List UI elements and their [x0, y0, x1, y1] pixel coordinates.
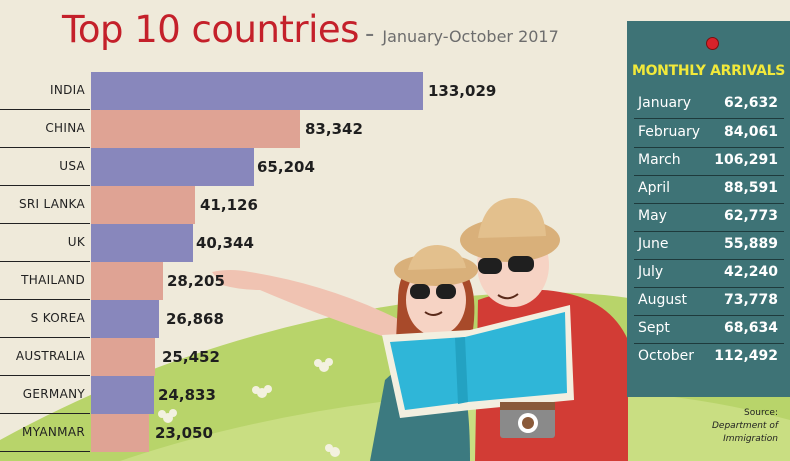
bar-value: 28,205: [167, 272, 225, 290]
bar-row-myanmar: MYANMAR 23,050: [0, 414, 460, 452]
month-name: October: [638, 348, 695, 364]
chart-title: Top 10 countries - January-October 2017: [62, 8, 559, 51]
row-divider: [0, 185, 90, 186]
month-name: May: [638, 208, 667, 224]
bar-usa: [91, 148, 254, 186]
bar-label: GERMANY: [22, 387, 85, 401]
month-row: April 88,591: [634, 175, 784, 204]
bar-value: 24,833: [158, 386, 216, 404]
bar-row-uk: UK 40,344: [0, 224, 460, 262]
bar-row-india: INDIA 133,029: [0, 72, 496, 110]
month-value: 112,492: [714, 348, 778, 364]
month-name: August: [638, 292, 687, 308]
bar-label: THAILAND: [21, 273, 85, 287]
month-value: 88,591: [723, 180, 778, 196]
month-value: 42,240: [723, 264, 778, 280]
row-divider: [0, 375, 90, 376]
bar-value: 41,126: [200, 196, 258, 214]
bar-row-germany: GERMANY 24,833: [0, 376, 460, 414]
bar-row-usa: USA 65,204: [0, 148, 460, 186]
bar-sri-lanka: [91, 186, 195, 224]
month-value: 106,291: [714, 152, 778, 168]
row-divider: [0, 261, 90, 262]
source-label: Source:: [744, 408, 778, 418]
bar-value: 133,029: [428, 82, 497, 100]
month-name: April: [638, 180, 670, 196]
bar-row-sri-lanka: SRI LANKA 41,126: [0, 186, 460, 224]
title-main: Top 10 countries: [62, 8, 359, 51]
bar-row-thailand: THAILAND 28,205: [0, 262, 460, 300]
title-separator: -: [364, 19, 375, 49]
bar-label: USA: [59, 159, 85, 173]
bar-value: 83,342: [305, 120, 363, 138]
bar-label: INDIA: [49, 83, 85, 97]
source-line1: Department of: [712, 421, 778, 431]
bar-myanmar: [91, 414, 149, 452]
bar-thailand: [91, 262, 163, 300]
bar-row-s-korea: S KOREA 26,868: [0, 300, 460, 338]
month-row: March 106,291: [634, 147, 784, 176]
month-row: January 62,632: [634, 90, 784, 119]
bar-value: 40,344: [196, 234, 254, 252]
month-row: February 84,061: [634, 119, 784, 148]
month-value: 68,634: [723, 320, 778, 336]
bar-value: 26,868: [166, 310, 224, 328]
bar-uk: [91, 224, 193, 262]
row-divider: [0, 299, 90, 300]
month-row: October 112,492: [634, 343, 784, 371]
month-value: 73,778: [723, 292, 778, 308]
month-value: 62,773: [723, 208, 778, 224]
month-name: Sept: [638, 320, 670, 336]
bar-china: [91, 110, 300, 148]
bar-label: MYANMAR: [22, 425, 85, 439]
bar-label: UK: [67, 235, 85, 249]
month-row: June 55,889: [634, 231, 784, 260]
month-name: July: [638, 264, 664, 280]
bar-label: SRI LANKA: [18, 197, 85, 211]
bar-label: S KOREA: [30, 311, 85, 325]
row-divider: [0, 413, 90, 414]
row-divider: [0, 147, 90, 148]
title-subtitle: January-October 2017: [382, 27, 559, 46]
monthly-arrivals-panel: MONTHLY ARRIVALS January 62,632 February…: [627, 21, 790, 397]
bar-label: CHINA: [45, 121, 85, 135]
bar-india: [91, 72, 423, 110]
month-value: 55,889: [723, 236, 778, 252]
row-divider: [0, 223, 90, 224]
month-row: July 42,240: [634, 259, 784, 288]
month-value: 62,632: [723, 95, 778, 111]
source-line2: Immigration: [723, 434, 778, 444]
month-row: Sept 68,634: [634, 315, 784, 344]
bar-value: 65,204: [257, 158, 315, 176]
bar-row-australia: AUSTRALIA 25,452: [0, 338, 460, 376]
month-name: February: [638, 124, 701, 140]
source-note: Source: Department of Immigration: [712, 407, 778, 446]
month-row: May 62,773: [634, 203, 784, 232]
panel-title: MONTHLY ARRIVALS: [631, 63, 786, 79]
row-divider: [0, 337, 90, 338]
bar-row-china: CHINA 83,342: [0, 110, 460, 148]
month-name: March: [638, 152, 681, 168]
month-row: August 73,778: [634, 287, 784, 316]
month-name: January: [638, 95, 692, 111]
bar-australia: [91, 338, 155, 376]
row-divider: [0, 109, 90, 110]
bar-label: AUSTRALIA: [15, 349, 85, 363]
bar-s-korea: [91, 300, 159, 338]
bar-germany: [91, 376, 154, 414]
bar-value: 23,050: [155, 424, 213, 442]
pin-dot-icon: [706, 37, 719, 50]
bar-value: 25,452: [162, 348, 220, 366]
row-divider: [0, 451, 90, 452]
month-value: 84,061: [723, 124, 778, 140]
month-name: June: [638, 236, 669, 252]
